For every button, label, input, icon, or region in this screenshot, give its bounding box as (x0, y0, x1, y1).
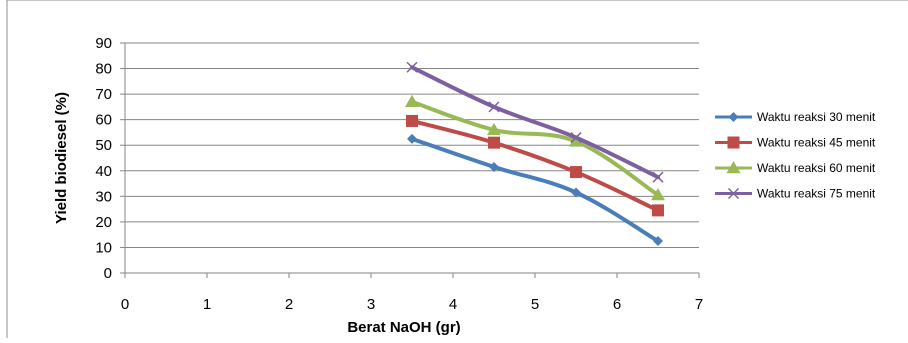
series-line-2 (410, 118, 660, 213)
x-tick-label-2: 2 (285, 296, 293, 313)
series-3-point-1 (405, 94, 419, 108)
y-axis-title: Yield biodiesel (%) (53, 92, 70, 224)
legend-marker-3 (726, 161, 741, 174)
x-tick-label-1: 1 (203, 296, 211, 313)
series-4-point-2 (488, 101, 500, 113)
y-tick-label-70: 70 (95, 86, 112, 103)
series-2-point-4 (652, 204, 664, 217)
x-tick-label-5: 5 (531, 296, 539, 313)
x-tick-label-3: 3 (367, 296, 375, 313)
series-2-point-2 (488, 136, 500, 149)
legend-marker-2 (727, 136, 740, 149)
legend-marker-1 (728, 112, 739, 122)
y-tick-label-50: 50 (95, 137, 112, 154)
series-4-point-3 (570, 132, 582, 144)
y-tick-label-10: 10 (95, 239, 112, 256)
series-1-point-2 (489, 161, 499, 172)
series-1-point-4 (653, 236, 663, 247)
y-tick-label-80: 80 (95, 61, 112, 78)
legend-label-4: Waktu reaksi 75 menit (757, 187, 876, 201)
y-tick-label-20: 20 (95, 214, 112, 231)
x-axis-title: Berat NaOH (gr) (347, 319, 460, 336)
series-1-point-3 (571, 187, 581, 198)
legend-label-1: Waktu reaksi 30 menit (757, 110, 876, 124)
series-3-point-2 (487, 122, 501, 136)
x-tick-label-6: 6 (613, 296, 621, 313)
series-line-1 (410, 136, 660, 244)
series-3-point-3 (569, 134, 583, 147)
series-2-point-3 (570, 166, 582, 179)
series-3-point-4 (651, 188, 665, 201)
y-tick-label-30: 30 (95, 188, 112, 205)
x-tick-label-4: 4 (449, 296, 457, 313)
series-2-point-1 (406, 114, 418, 127)
series-4-point-4 (652, 171, 664, 183)
x-tick-label-0: 0 (121, 296, 129, 313)
y-tick-label-40: 40 (95, 163, 112, 180)
x-tick-label-7: 7 (695, 296, 703, 313)
y-tick-label-0: 0 (104, 265, 112, 282)
series-line-3 (410, 99, 660, 198)
legend-marker-4 (727, 187, 740, 200)
series-line-4 (410, 65, 660, 180)
series-4-point-1 (406, 61, 418, 73)
y-tick-label-60: 60 (95, 112, 112, 129)
legend-label-3: Waktu reaksi 60 menit (757, 161, 876, 175)
y-tick-label-90: 90 (95, 35, 112, 52)
legend-label-2: Waktu reaksi 45 menit (757, 136, 876, 150)
series-1-point-1 (407, 133, 417, 144)
